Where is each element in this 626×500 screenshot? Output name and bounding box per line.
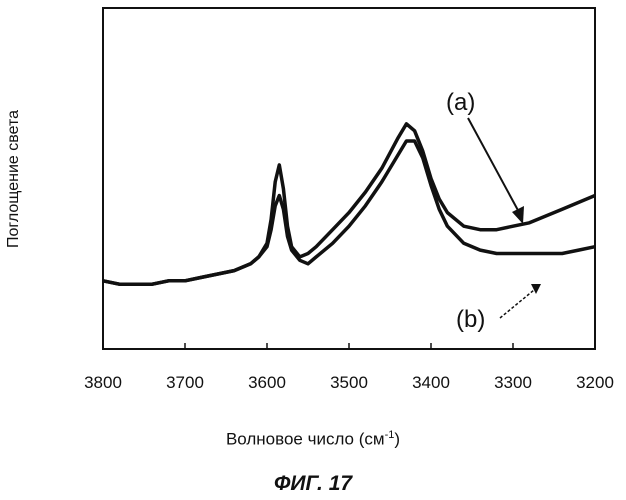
x-tick-label: 3300 (494, 373, 532, 392)
x-tick-label: 3400 (412, 373, 450, 392)
series-group (102, 122, 596, 286)
arrow-a-head (512, 206, 524, 224)
y-axis-label: Поглощение света (5, 109, 22, 249)
x-tick-label: 3600 (248, 373, 286, 392)
x-axis-label-text: Волновое число (см (225, 429, 385, 449)
arrow-b-head (531, 284, 541, 294)
annotation-label-a: (a) (446, 89, 475, 116)
x-axis-label-close: ) (394, 429, 401, 449)
x-tick-label: 3500 (330, 373, 368, 392)
figure-caption: ФИГ. 17 (273, 472, 353, 495)
x-tick-label: 3200 (576, 373, 614, 392)
arrow-b-shaft (499, 289, 535, 319)
x-tick-label: 3800 (84, 373, 122, 392)
annotation-b: (b) (456, 284, 541, 333)
arrow-a-shaft (467, 117, 521, 215)
x-axis-label-exponent: -1 (384, 429, 395, 441)
series-line-b (102, 139, 596, 286)
x-tick-label: 3700 (166, 373, 204, 392)
annotation-label-b: (b) (456, 306, 485, 333)
annotation-a: (a) (446, 89, 524, 224)
series-line-a (102, 122, 596, 286)
plot-frame (102, 7, 596, 350)
x-axis-label: Волновое число (см-1) (0, 429, 626, 450)
x-axis-ticks: 3800 3700 3600 3500 3400 3300 3200 (84, 343, 614, 392)
